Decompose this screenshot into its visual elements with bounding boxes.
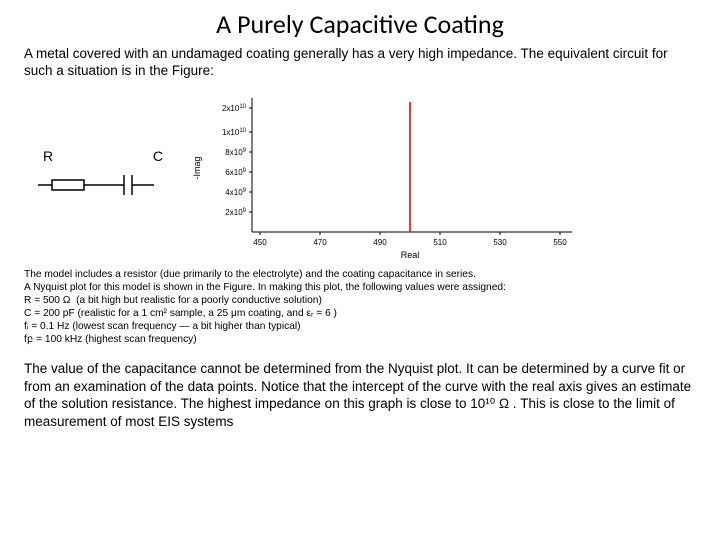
details-line: fբ = 100 kHz (highest scan frequency) bbox=[24, 333, 696, 346]
model-details: The model includes a resistor (due prima… bbox=[24, 268, 696, 346]
closing-text: The value of the capacitance cannot be d… bbox=[24, 360, 696, 430]
equivalent-circuit: R C bbox=[24, 148, 174, 202]
svg-text:2x1010: 2x1010 bbox=[222, 104, 247, 113]
y-axis-label: -Imag bbox=[192, 156, 202, 179]
x-axis-label: Real bbox=[401, 250, 420, 260]
details-line: A Nyquist plot for this model is shown i… bbox=[24, 281, 696, 294]
svg-text:1x1010: 1x1010 bbox=[222, 128, 247, 137]
xtick: 450 bbox=[253, 238, 267, 247]
figure-row: R C bbox=[24, 90, 696, 260]
svg-text:4x109: 4x109 bbox=[225, 188, 246, 197]
details-line: The model includes a resistor (due prima… bbox=[24, 268, 696, 281]
details-line: fᵢ = 0.1 Hz (lowest scan frequency — a b… bbox=[24, 320, 696, 333]
xtick: 530 bbox=[493, 238, 507, 247]
svg-text:2x109: 2x109 bbox=[225, 208, 246, 217]
details-line: R = 500 Ω (a bit high but realistic for … bbox=[24, 294, 696, 307]
capacitor-label: C bbox=[153, 148, 163, 164]
circuit-icon bbox=[38, 168, 168, 202]
svg-text:6x109: 6x109 bbox=[225, 168, 246, 177]
resistor-label: R bbox=[43, 148, 53, 164]
xtick: 550 bbox=[553, 238, 567, 247]
xtick: 490 bbox=[373, 238, 387, 247]
intro-text: A metal covered with an undamaged coatin… bbox=[24, 46, 696, 80]
details-line: C = 200 pF (realistic for a 1 cm² sample… bbox=[24, 307, 696, 320]
nyquist-plot: 2x109 4x109 6x109 8x109 1x1010 2x1010 45… bbox=[184, 90, 584, 260]
xtick: 470 bbox=[313, 238, 327, 247]
xtick: 510 bbox=[433, 238, 447, 247]
svg-text:8x109: 8x109 bbox=[225, 148, 246, 157]
page-title: A Purely Capacitive Coating bbox=[24, 8, 696, 40]
